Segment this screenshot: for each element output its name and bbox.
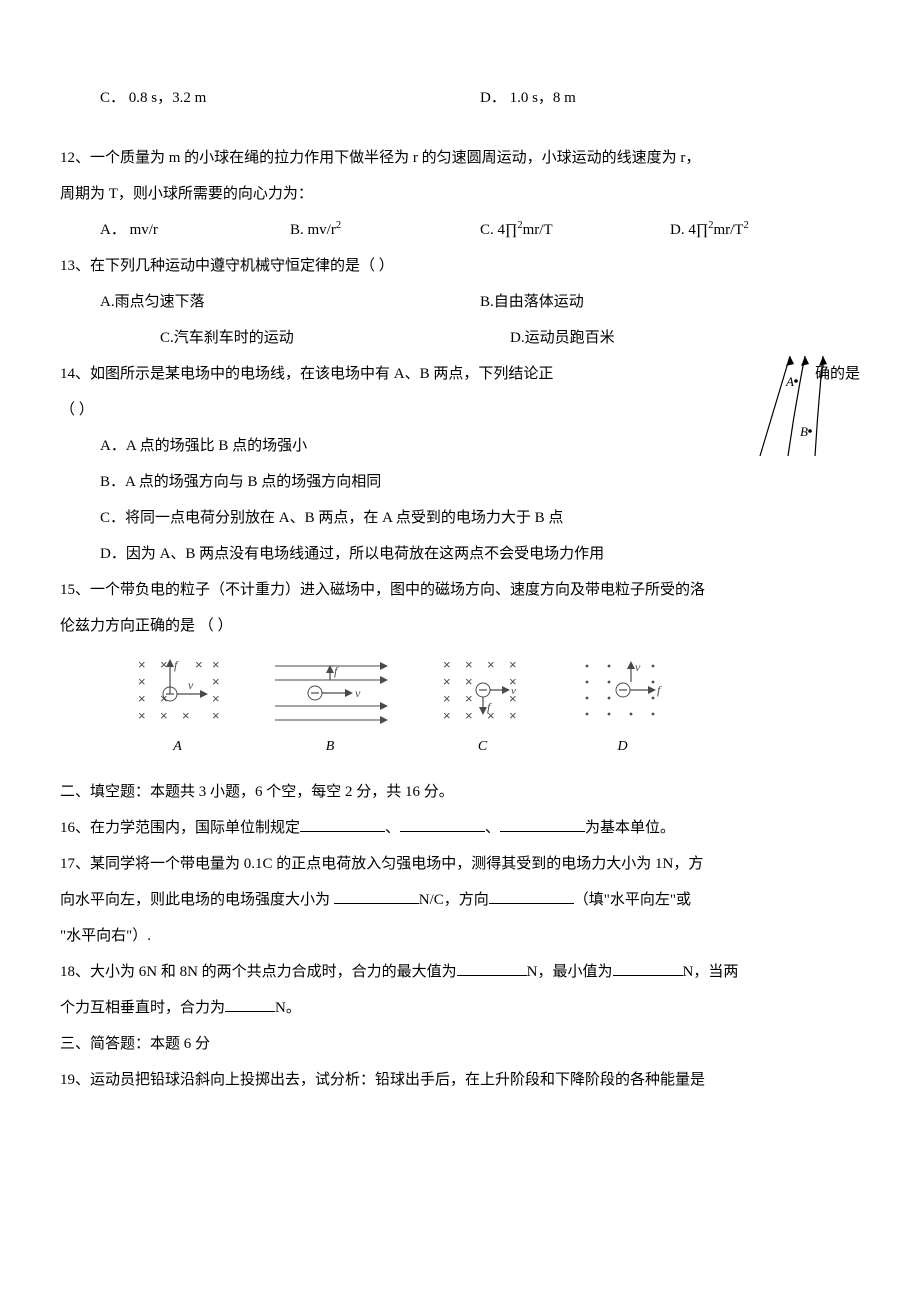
q15-stem-line2: 伦兹力方向正确的是 （ ）	[60, 608, 860, 644]
q12-stem-line2: 周期为 T，则小球所需要的向心力为：	[60, 176, 860, 212]
svg-text:×: ×	[509, 657, 517, 672]
q18-t1a: 18、大小为 6N 和 8N 的两个共点力合成时，合力的最大值为	[60, 964, 457, 980]
section2-heading: 二、填空题：本题共 3 小题，6 个空，每空 2 分，共 16 分。	[60, 774, 860, 810]
svg-text:×: ×	[443, 708, 451, 723]
q17-blank1	[334, 889, 419, 904]
q13-options-cd: C.汽车刹车时的运动 D.运动员跑百米	[60, 320, 860, 356]
svg-text:×: ×	[509, 708, 517, 723]
svg-text:×: ×	[443, 674, 451, 689]
svg-text:×: ×	[160, 708, 168, 723]
q17-line3: "水平向右"）.	[60, 918, 860, 954]
q18-blank1	[457, 961, 527, 976]
q11-option-c: C． 0.8 s，3.2 m	[100, 80, 480, 116]
q14-option-a: A．A 点的场强比 B 点的场强小	[60, 428, 860, 464]
svg-text:×: ×	[443, 691, 451, 706]
q18-blank2	[613, 961, 683, 976]
q13-stem: 13、在下列几种运动中遵守机械守恒定律的是（ ）	[60, 248, 860, 284]
svg-text:×: ×	[182, 708, 190, 723]
svg-text:f: f	[657, 683, 662, 697]
q16-sep2: 、	[485, 820, 500, 836]
q13-options-ab: A.雨点匀速下落 B.自由落体运动	[60, 284, 860, 320]
q15-diagram-c: ×××× ××× ××× ×××× v f C	[435, 654, 530, 764]
q14-stem-line2: （ ）	[60, 392, 860, 428]
svg-text:×: ×	[195, 657, 203, 672]
q16-t4: 为基本单位。	[585, 820, 675, 836]
svg-text:×: ×	[138, 657, 146, 672]
q18-t2a: 个力互相垂直时，合力为	[60, 1000, 225, 1016]
svg-text:v: v	[511, 685, 516, 697]
q15-label-d: D	[617, 730, 627, 764]
section3-heading: 三、简答题：本题 6 分	[60, 1026, 860, 1062]
q14-option-d: D．因为 A、B 两点没有电场线通过，所以电荷放在这两点不会受电场力作用	[60, 536, 860, 572]
q13-option-b: B.自由落体运动	[480, 284, 860, 320]
q13-option-a: A.雨点匀速下落	[100, 284, 480, 320]
q18-t1b: N，最小值为	[527, 964, 613, 980]
q16-blank3	[500, 817, 585, 832]
q18-t1c: N，当两	[683, 964, 739, 980]
q14-stem-left: 14、如图所示是某电场中的电场线，在该电场中有 A、B 两点，下列结论正	[60, 356, 553, 392]
svg-text:v: v	[188, 678, 194, 692]
svg-text:×: ×	[443, 657, 451, 672]
q14-field-diagram: A B	[750, 346, 840, 466]
q12-option-d: D. 4∏2mr/T2	[670, 212, 860, 248]
q12-option-a: A． mv/r	[100, 212, 290, 248]
q18-line2: 个力互相垂直时，合力为 N。	[60, 990, 860, 1026]
q14-label-a: A	[785, 374, 794, 389]
svg-text:×: ×	[138, 691, 146, 706]
q11-option-d: D． 1.0 s，8 m	[480, 80, 860, 116]
q15-label-b: B	[326, 730, 335, 764]
q18-blank3	[225, 997, 275, 1012]
q15-diagram-b: v f B	[270, 654, 390, 764]
q17-t2c: （填"水平向左"或	[574, 892, 691, 908]
svg-text:v: v	[355, 686, 361, 700]
svg-text:×: ×	[465, 657, 473, 672]
q17-t2a: 向水平向左，则此电场的电场强度大小为	[60, 892, 334, 908]
svg-text:×: ×	[465, 674, 473, 689]
q17-line2: 向水平向左，则此电场的电场强度大小为 N/C，方向 （填"水平向左"或	[60, 882, 860, 918]
q17-line1: 17、某同学将一个带电量为 0.1C 的正点电荷放入匀强电场中，测得其受到的电场…	[60, 846, 860, 882]
svg-text:×: ×	[487, 657, 495, 672]
q15-stem-line1: 15、一个带负电的粒子（不计重力）进入磁场中，图中的磁场方向、速度方向及带电粒子…	[60, 572, 860, 608]
q14-label-b: B	[800, 424, 808, 439]
q16-t1: 16、在力学范围内，国际单位制规定	[60, 820, 300, 836]
q16-blank2	[400, 817, 485, 832]
svg-text:×: ×	[160, 657, 168, 672]
q15-diagram-d: f v D	[575, 654, 670, 764]
q13-option-c: C.汽车刹车时的运动	[160, 320, 510, 356]
q16-sep1: 、	[385, 820, 400, 836]
svg-text:×: ×	[138, 674, 146, 689]
q17-t2b: N/C，方向	[419, 892, 489, 908]
svg-text:×: ×	[465, 708, 473, 723]
q15-label-a: A	[173, 730, 182, 764]
svg-text:v: v	[635, 660, 641, 674]
q15-diagrams-row: × × × × × × × × × × × × × f v A	[60, 654, 860, 764]
q15-label-c: C	[478, 730, 487, 764]
q18-line1: 18、大小为 6N 和 8N 的两个共点力合成时，合力的最大值为 N，最小值为 N，…	[60, 954, 860, 990]
q16-line: 16、在力学范围内，国际单位制规定 、 、 为基本单位。	[60, 810, 860, 846]
q15-diagram-a: × × × × × × × × × × × × × f v A	[130, 654, 225, 764]
svg-text:×: ×	[465, 691, 473, 706]
q12-option-b: B. mv/r2	[290, 212, 480, 248]
q12-options: A． mv/r B. mv/r2 C. 4∏2mr/T D. 4∏2mr/T2	[60, 212, 860, 248]
q19-stem: 19、运动员把铅球沿斜向上投掷出去，试分析：铅球出手后，在上升阶段和下降阶段的各…	[60, 1062, 860, 1098]
q14-option-c: C．将同一点电荷分别放在 A、B 两点，在 A 点受到的电场力大于 B 点	[60, 500, 860, 536]
svg-text:×: ×	[212, 691, 220, 706]
q11-options-cd: C． 0.8 s，3.2 m D． 1.0 s，8 m	[60, 80, 860, 116]
q12-option-c: C. 4∏2mr/T	[480, 212, 670, 248]
svg-text:×: ×	[212, 674, 220, 689]
q14-block: 14、如图所示是某电场中的电场线，在该电场中有 A、B 两点，下列结论正 确的是…	[60, 356, 860, 572]
q16-blank1	[300, 817, 385, 832]
q17-blank2	[489, 889, 574, 904]
svg-text:f: f	[174, 658, 179, 672]
svg-text:×: ×	[212, 657, 220, 672]
q12-stem-line1: 12、一个质量为 m 的小球在绳的拉力作用下做半径为 r 的匀速圆周运动，小球运…	[60, 140, 860, 176]
q14-stem-line1: 14、如图所示是某电场中的电场线，在该电场中有 A、B 两点，下列结论正 确的是	[60, 356, 860, 392]
svg-text:×: ×	[212, 708, 220, 723]
svg-text:×: ×	[138, 708, 146, 723]
q14-option-b: B．A 点的场强方向与 B 点的场强方向相同	[60, 464, 860, 500]
svg-text:×: ×	[160, 691, 168, 706]
q18-t2b: N。	[275, 1000, 301, 1016]
